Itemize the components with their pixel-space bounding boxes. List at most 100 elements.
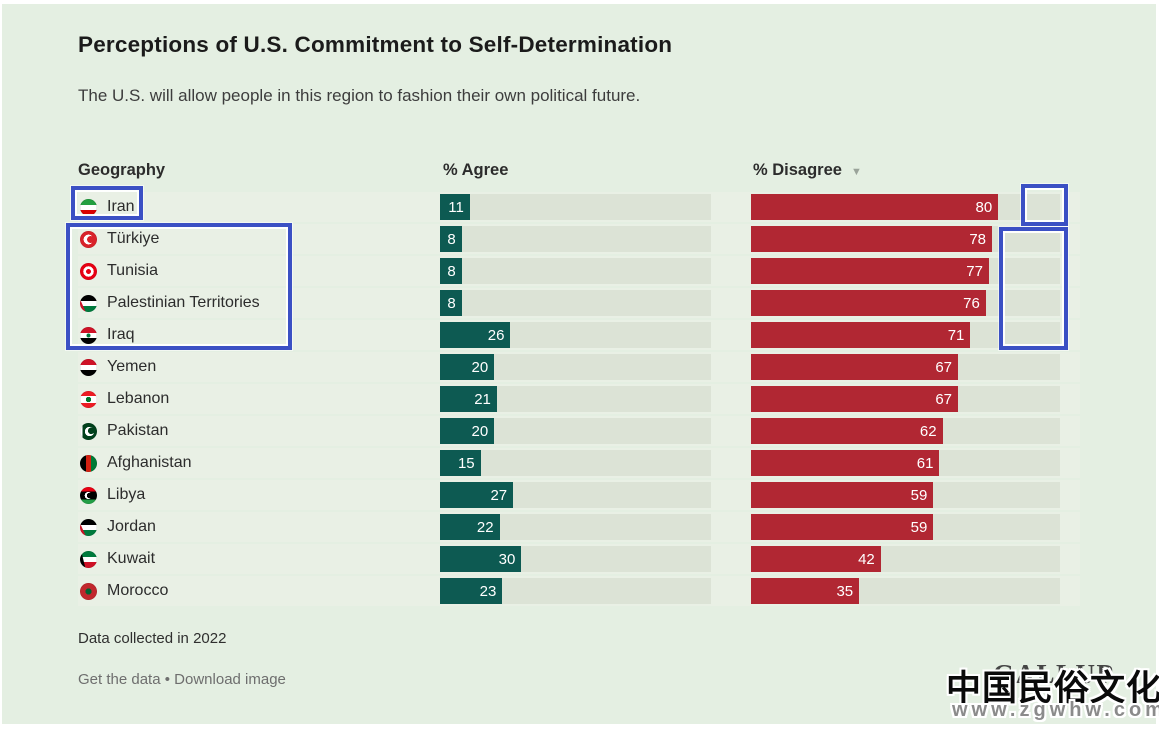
disagree-value-label: 67 <box>935 358 953 376</box>
geography-cell: Libya <box>78 486 440 504</box>
column-header-disagree[interactable]: % Disagree ▼ <box>753 161 862 180</box>
highlight-iran-disagree-value <box>1021 184 1068 226</box>
disagree-bar[interactable]: 59 <box>751 482 934 508</box>
agree-bar-track: 21 <box>440 386 711 412</box>
disagree-bar[interactable]: 35 <box>751 578 860 604</box>
agree-bar-track: 27 <box>440 482 711 508</box>
agree-bar[interactable]: 15 <box>440 450 481 476</box>
disagree-bar[interactable]: 76 <box>751 290 986 316</box>
country-label: Iran <box>107 198 135 215</box>
flag-turkiye-icon <box>80 230 97 248</box>
column-header-agree[interactable]: % Agree <box>443 161 509 179</box>
agree-bar[interactable]: 11 <box>440 194 470 220</box>
country-label: Pakistan <box>107 422 169 439</box>
highlight-country-labels-turkiye-to-iraq <box>66 223 292 350</box>
agree-value-label: 23 <box>479 582 497 600</box>
disagree-bar[interactable]: 61 <box>751 450 940 476</box>
gallup-logo: GALLUP <box>993 659 1115 689</box>
download-image-link[interactable]: Download image <box>174 671 286 688</box>
agree-value-label: 30 <box>498 550 516 568</box>
agree-value-label: 27 <box>490 486 508 504</box>
agree-bar-track: 20 <box>440 354 711 380</box>
disagree-bar[interactable]: 42 <box>751 546 881 572</box>
table-row: Türkiye 8 78 <box>78 224 1080 254</box>
agree-value-label: 8 <box>447 230 456 248</box>
table-row: Lebanon 21 67 <box>78 384 1080 414</box>
column-header-disagree-label: % Disagree <box>753 161 842 179</box>
geography-cell: Türkiye <box>78 230 440 248</box>
geography-cell: Morocco <box>78 582 440 600</box>
agree-bar[interactable]: 20 <box>440 354 495 380</box>
agree-bar[interactable]: 26 <box>440 322 511 348</box>
flag-tunisia-icon <box>80 262 97 280</box>
agree-value-label: 8 <box>447 262 456 280</box>
table-row: Yemen 20 67 <box>78 352 1080 382</box>
agree-value-label: 21 <box>474 390 491 408</box>
disagree-bar-track: 77 <box>751 258 1060 284</box>
disagree-bar[interactable]: 59 <box>751 514 934 540</box>
disagree-bar-track: 80 <box>751 194 1060 220</box>
country-label: Afghanistan <box>107 454 192 471</box>
agree-bar-track: 30 <box>440 546 711 572</box>
geography-cell: Afghanistan <box>78 454 440 472</box>
agree-bar[interactable]: 22 <box>440 514 500 540</box>
disagree-value-label: 67 <box>935 390 953 408</box>
disagree-bar[interactable]: 67 <box>751 354 959 380</box>
country-label: Lebanon <box>107 390 170 407</box>
disagree-bar[interactable]: 77 <box>751 258 989 284</box>
agree-bar[interactable]: 30 <box>440 546 522 572</box>
geography-cell: Jordan <box>78 518 440 536</box>
watermark-site-url: www.zgwhw.com <box>952 699 1159 721</box>
geography-cell: Pakistan <box>78 422 440 440</box>
agree-bar[interactable]: 8 <box>440 258 462 284</box>
disagree-bar[interactable]: 67 <box>751 386 959 412</box>
country-label: Palestinian Territories <box>107 294 260 311</box>
agree-value-label: 20 <box>471 358 489 376</box>
disagree-bar-track: 59 <box>751 482 1060 508</box>
disagree-bar-track: 67 <box>751 386 1060 412</box>
table-row: Tunisia 8 77 <box>78 256 1080 286</box>
disagree-value-label: 35 <box>836 582 854 600</box>
country-label: Jordan <box>107 518 156 535</box>
disagree-bar-track: 67 <box>751 354 1060 380</box>
agree-bar[interactable]: 21 <box>440 386 497 412</box>
highlight-iran-label <box>71 186 143 220</box>
country-label: Iraq <box>107 326 135 343</box>
agree-bar-track: 22 <box>440 514 711 540</box>
disagree-bar[interactable]: 62 <box>751 418 943 444</box>
disagree-bar[interactable]: 71 <box>751 322 971 348</box>
agree-bar[interactable]: 8 <box>440 226 462 252</box>
chart-title: Perceptions of U.S. Commitment to Self-D… <box>78 32 673 57</box>
watermark-site-name: 中国民俗文化网 <box>946 668 1159 709</box>
disagree-bar-track: 59 <box>751 514 1060 540</box>
agree-bar[interactable]: 27 <box>440 482 514 508</box>
flag-kuwait-icon <box>80 550 97 568</box>
agree-bar-track: 15 <box>440 450 711 476</box>
disagree-value-label: 76 <box>963 294 980 312</box>
agree-bar[interactable]: 8 <box>440 290 462 316</box>
flag-iran-icon <box>80 198 97 216</box>
disagree-bar[interactable]: 78 <box>751 226 993 252</box>
agree-bar[interactable]: 23 <box>440 578 503 604</box>
disagree-value-label: 59 <box>910 486 928 504</box>
disagree-bar-track: 42 <box>751 546 1060 572</box>
flag-palestine-icon <box>80 294 97 312</box>
country-label: Morocco <box>107 582 169 599</box>
column-header-geography[interactable]: Geography <box>78 161 166 179</box>
disagree-value-label: 71 <box>947 326 965 344</box>
disagree-value-label: 42 <box>858 550 875 568</box>
chart-subtitle: The U.S. will allow people in this regio… <box>78 86 641 105</box>
disagree-value-label: 80 <box>975 198 993 216</box>
table-row: Palestinian Territories 8 76 <box>78 288 1080 318</box>
country-label: Libya <box>107 486 146 503</box>
agree-bar-track: 11 <box>440 194 711 220</box>
flag-lebanon-icon <box>80 390 97 408</box>
disagree-value-label: 61 <box>916 454 934 472</box>
get-the-data-link[interactable]: Get the data <box>78 671 161 688</box>
geography-cell: Palestinian Territories <box>78 294 440 312</box>
agree-bar[interactable]: 20 <box>440 418 495 444</box>
disagree-bar[interactable]: 80 <box>751 194 999 220</box>
bullet-separator: • <box>164 671 170 688</box>
country-label: Kuwait <box>107 550 156 567</box>
agree-value-label: 8 <box>447 294 456 312</box>
